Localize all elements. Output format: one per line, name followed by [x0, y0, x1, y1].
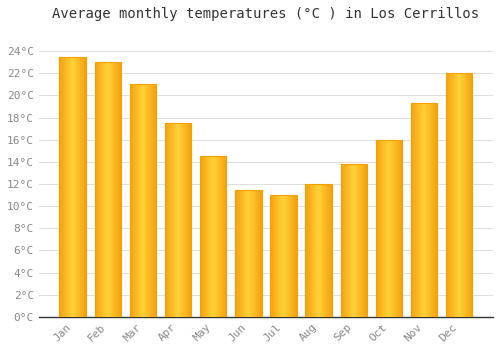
- Bar: [165, 123, 191, 317]
- Bar: [446, 73, 472, 317]
- Bar: [270, 195, 296, 317]
- Bar: [130, 84, 156, 317]
- Bar: [200, 156, 226, 317]
- Bar: [94, 62, 121, 317]
- Bar: [411, 103, 438, 317]
- Bar: [235, 190, 262, 317]
- Bar: [340, 164, 367, 317]
- Bar: [376, 140, 402, 317]
- Bar: [60, 57, 86, 317]
- Bar: [306, 184, 332, 317]
- Title: Average monthly temperatures (°C ) in Los Cerrillos: Average monthly temperatures (°C ) in Lo…: [52, 7, 480, 21]
